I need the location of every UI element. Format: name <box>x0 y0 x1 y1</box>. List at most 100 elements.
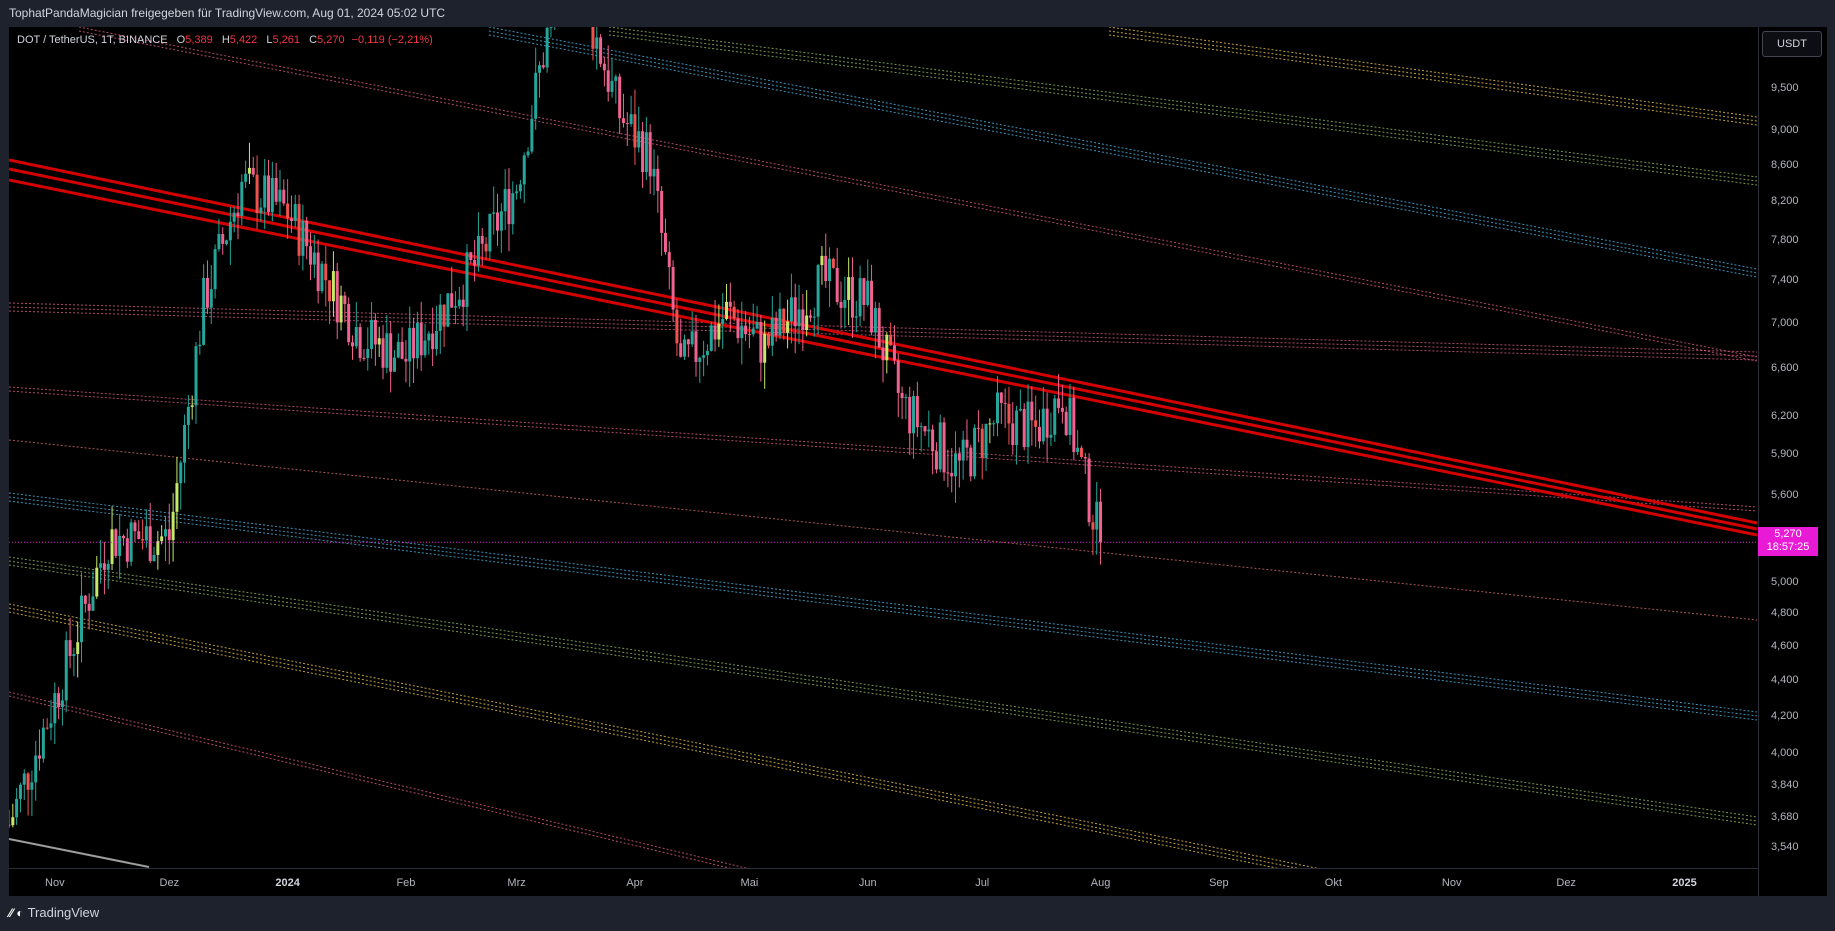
candle-body <box>1030 401 1034 421</box>
candle-body <box>633 114 637 148</box>
candle-body <box>999 392 1003 403</box>
candle-body <box>259 207 263 214</box>
channel-line-8-1 <box>608 30 1758 182</box>
candle-body <box>992 423 996 425</box>
tradingview-brand[interactable]: ⁄⁄ ◐ TradingView <box>9 905 99 920</box>
candle-body <box>194 346 198 406</box>
candle-body <box>1083 457 1087 459</box>
candle-body <box>213 249 217 290</box>
candle-body <box>606 70 610 92</box>
candle-body <box>64 640 68 701</box>
share-header: TophatPandaMagician freigegeben für Trad… <box>0 0 1835 27</box>
candle-body <box>26 773 30 790</box>
candle-body <box>751 328 755 335</box>
candle-body <box>873 308 877 333</box>
candle-body <box>221 233 225 244</box>
price-tick-label: 4,200 <box>1771 709 1799 722</box>
candle-body <box>683 339 687 357</box>
price-tick-label: 9,000 <box>1771 123 1799 136</box>
symbol-title[interactable]: DOT / TetherUS, 1T, BINANCE <box>17 34 168 46</box>
candle-body <box>34 755 38 783</box>
low-label: L <box>266 34 273 46</box>
candle-body <box>858 278 862 317</box>
bar-countdown: 18:57:25 <box>1766 541 1810 553</box>
candle-body <box>698 357 702 362</box>
candle-body <box>801 309 805 331</box>
candle-body <box>141 539 145 541</box>
brand-label: TradingView <box>27 905 100 920</box>
channel-line-1-0 <box>9 386 1758 508</box>
candle-body <box>431 333 435 350</box>
candle-body <box>965 439 969 448</box>
candle-body <box>881 347 885 361</box>
candle-body <box>725 301 729 319</box>
chart-area[interactable]: DOT / TetherUS, 1T, BINANCE O5,389 H5,42… <box>9 27 1758 868</box>
candle-body <box>747 334 751 336</box>
candle-body <box>152 554 156 561</box>
candle-body <box>866 280 870 305</box>
candle-body <box>931 429 935 452</box>
candle-body <box>83 595 87 604</box>
candle-body <box>476 235 480 266</box>
candle-body <box>1041 408 1045 442</box>
candle-body <box>274 177 278 202</box>
candle-body <box>755 322 759 329</box>
candle-body <box>301 220 305 256</box>
price-axis[interactable]: 9,500 9,000 8,600 8,200 7,800 7,400 7,000 6,600… <box>1758 27 1827 896</box>
candle-body <box>1018 409 1022 411</box>
time-tick-label: Feb <box>396 877 416 889</box>
price-tick-label: 3,680 <box>1771 811 1799 824</box>
candle-body <box>709 325 713 351</box>
candle-body <box>946 472 950 474</box>
currency-button[interactable]: USDT <box>1762 31 1822 57</box>
candle-body <box>80 595 84 643</box>
candle-body <box>1076 447 1080 453</box>
candle-body <box>786 321 790 333</box>
chart-canvas[interactable] <box>9 27 1758 868</box>
candle-body <box>22 773 26 785</box>
candle-body <box>885 334 889 361</box>
candle-body <box>121 535 125 539</box>
price-tick-label: 4,400 <box>1771 673 1799 686</box>
footer: ⁄⁄ ◐ TradingView <box>0 896 1835 931</box>
candle-body <box>938 422 942 470</box>
time-tick-label: Mrz <box>507 877 526 889</box>
candle-body <box>198 344 202 347</box>
candle-body <box>171 511 175 541</box>
candle-body <box>599 37 603 64</box>
candle-body <box>721 318 725 324</box>
candle-body <box>667 252 671 268</box>
time-axis[interactable]: Nov Dez 2024 Feb Mrz Apr Mai Jun Jul Aug Sep Okt Nov… <box>9 868 1758 897</box>
candle-body <box>1072 397 1076 453</box>
candle-body <box>484 243 488 252</box>
open-label: O <box>176 34 186 46</box>
candle-body <box>347 303 351 343</box>
candle-body <box>419 322 423 356</box>
candle-body <box>934 451 938 470</box>
candle-body <box>1068 397 1072 436</box>
price-tick-label: 9,500 <box>1771 82 1799 95</box>
candle-body <box>499 211 503 231</box>
candle-body <box>244 173 248 182</box>
candle-body <box>744 325 748 335</box>
channel-line-1-1 <box>9 390 1758 512</box>
time-tick-label: Sep <box>1209 877 1229 889</box>
candle-body <box>366 348 370 359</box>
candle-body <box>427 333 431 341</box>
candle-body <box>759 322 763 363</box>
time-tick-label: Nov <box>45 877 65 889</box>
time-tick-label: Mai <box>740 877 759 889</box>
candle-body <box>87 603 91 611</box>
candle-body <box>38 755 42 759</box>
candle-body <box>469 252 473 261</box>
candle-body <box>354 327 358 347</box>
candle-body <box>160 536 164 542</box>
share-text: TophatPandaMagician freigegeben für Trad… <box>9 6 446 20</box>
candle-body <box>820 255 824 266</box>
channel-line-0-1 <box>9 306 1758 357</box>
candle-body <box>18 784 22 799</box>
candle-body <box>1057 398 1061 408</box>
time-tick-label: 2025 <box>1672 877 1697 889</box>
candle-body <box>797 309 801 327</box>
candle-body <box>461 299 465 307</box>
